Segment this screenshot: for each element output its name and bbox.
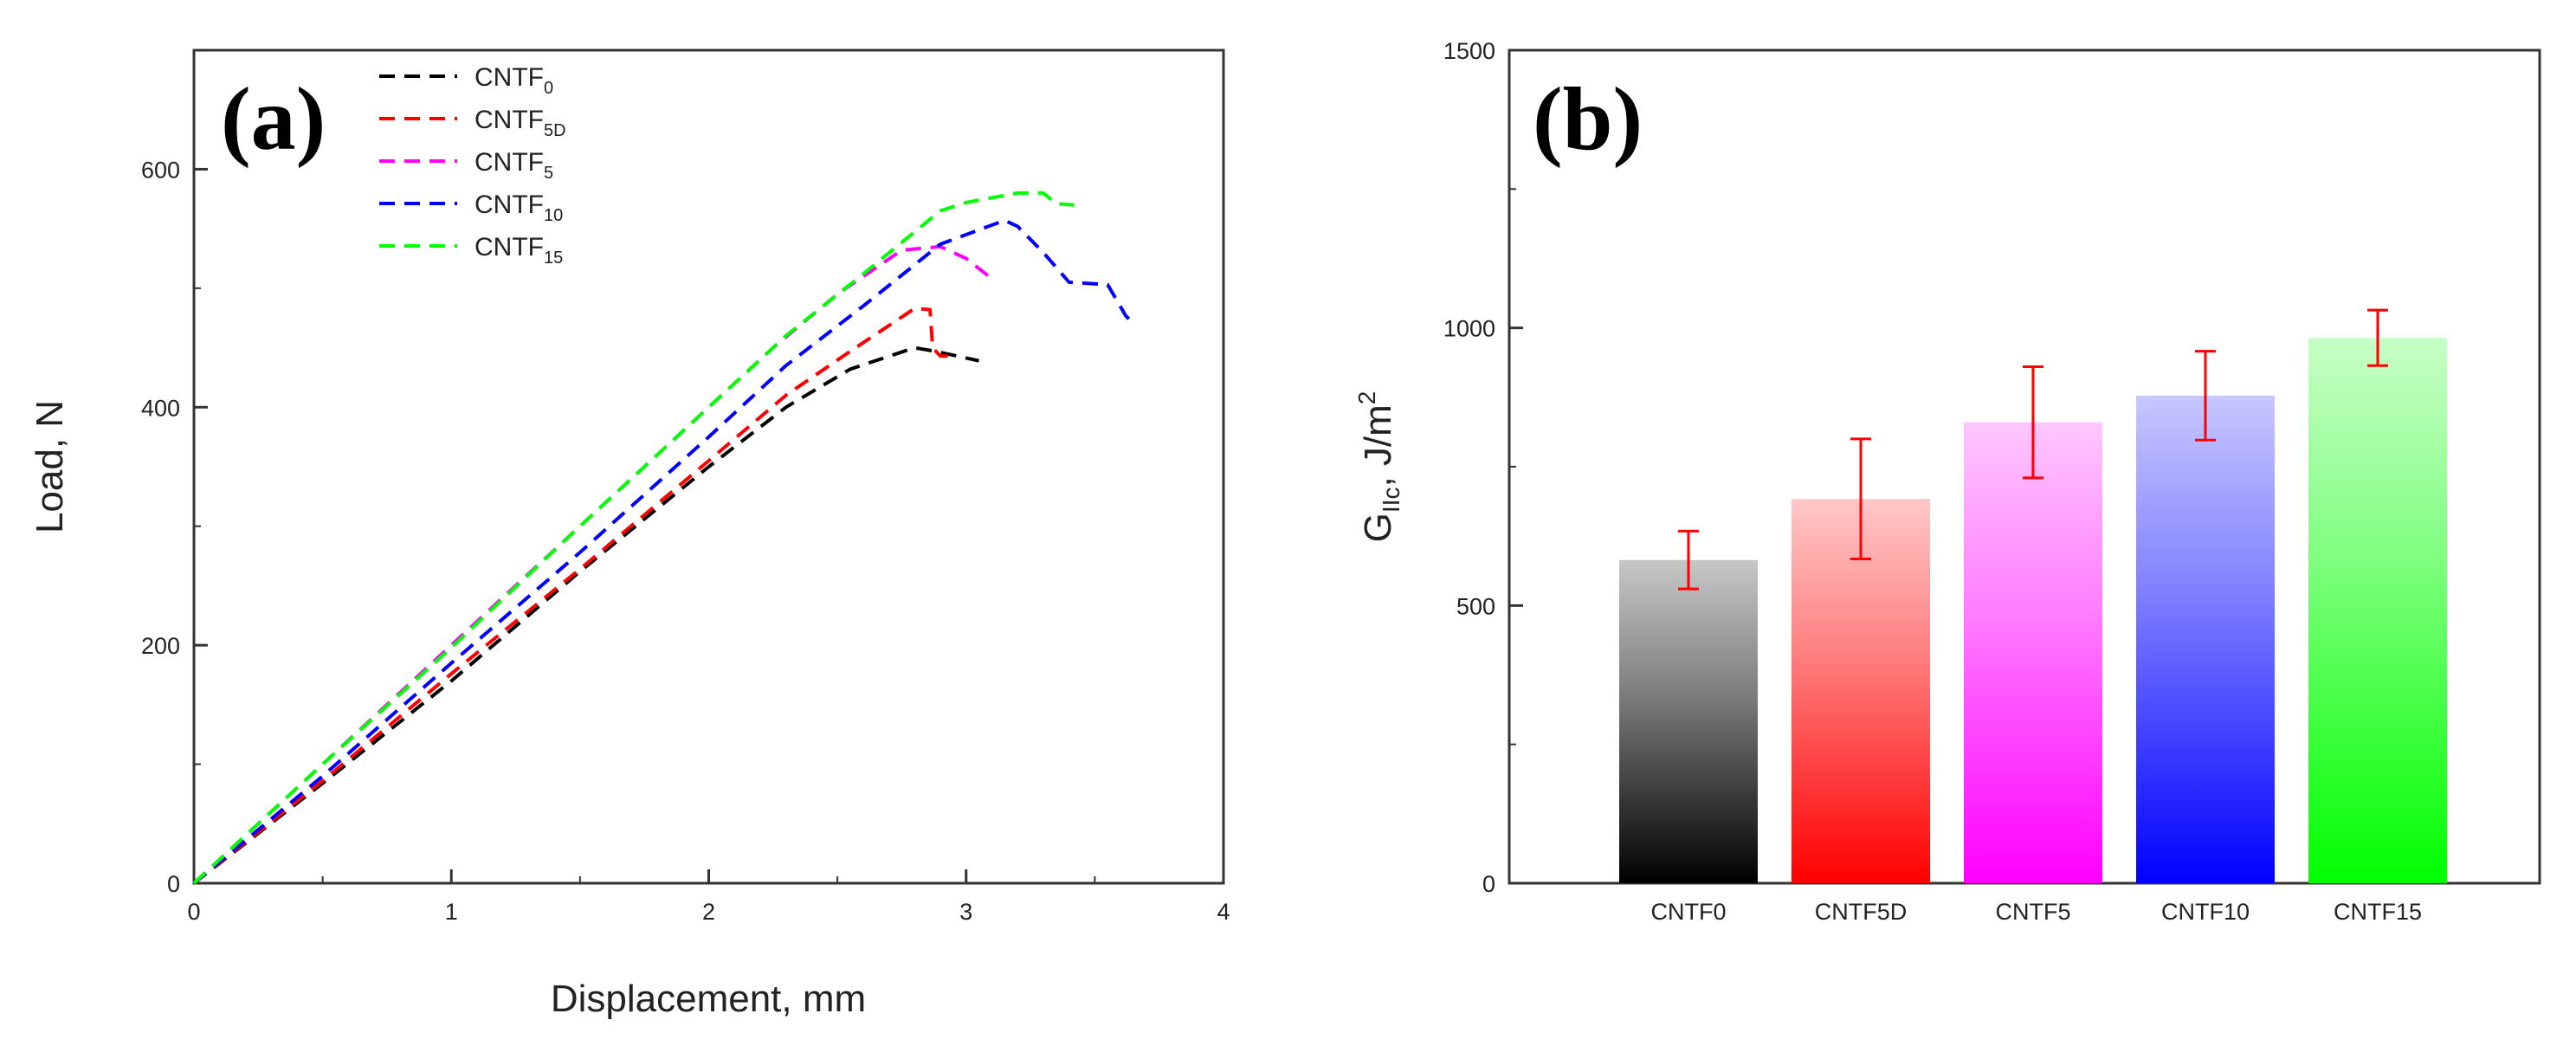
error-bar-cntf5d [1850,437,1871,560]
bar-cntf5d [1792,499,1930,883]
y-axis-title: GIIc, J/m2 [1353,391,1404,543]
category-label: CNTF0 [1651,899,1727,925]
x-tick-label: 3 [959,899,972,925]
panel-label-b: (b) [1533,69,1643,169]
axis-ticks: 0 500 1000 1500 [1443,38,1523,897]
category-label: CNTF15 [2334,899,2422,925]
bars [1619,338,2447,884]
y-tick-label: 0 [1482,871,1495,897]
error-bar-cntf10 [2195,350,2216,442]
y-tick-label: 400 [141,395,180,421]
bar-cntf15 [2308,338,2447,883]
bar-chart-panel: 0 500 1000 1500 CNTF0 CNTF5D CNTF5 CNTF10 CNTF1… [1353,38,2541,925]
legend-entry: CNTF15 [475,233,563,268]
category-label: CNTF5 [1996,899,2071,925]
axis-ticks: 0 1 2 3 4 0 200 400 600 [141,157,1230,925]
series-line-0 [192,345,980,885]
category-labels: CNTF0 CNTF5D CNTF5 CNTF10 CNTF15 [1651,899,2423,925]
x-tick-label: 0 [187,899,200,925]
y-tick-label: 500 [1456,593,1495,619]
bar-cntf10 [2136,395,2275,884]
legend-entry: CNTF10 [475,190,563,225]
error-bar-cntf5 [2023,365,2043,480]
x-tick-label: 4 [1217,899,1230,925]
y-tick-label: 1000 [1443,316,1495,342]
category-label: CNTF5D [1815,899,1908,925]
series-line-15 [192,190,1075,885]
error-bar-cntf15 [2367,308,2388,367]
y-tick-label: 0 [167,871,180,897]
legend-entry: CNTF5 [475,148,553,183]
bar-cntf0 [1619,559,1758,883]
y-tick-label: 600 [141,157,180,183]
y-tick-label: 200 [141,633,180,659]
y-tick-label: 1500 [1443,38,1495,64]
series-lines [192,190,1135,885]
series-line-5d [192,307,953,885]
series-line-10 [192,218,1135,885]
legend: CNTF0 CNTF5D CNTF5 CNTF10 CNTF15 [379,63,566,268]
legend-entry: CNTF0 [475,63,553,98]
bar-cntf5 [1964,422,2102,883]
x-tick-label: 2 [702,899,715,925]
x-axis-title: Displacement, mm [551,978,866,1020]
x-tick-label: 1 [445,899,458,925]
panel-label-a: (a) [221,69,326,169]
error-bars [1678,308,2388,591]
y-axis-title: Load, N [29,400,71,533]
category-label: CNTF10 [2161,899,2250,925]
error-bar-cntf0 [1678,529,1699,591]
legend-entry: CNTF5D [475,106,566,140]
